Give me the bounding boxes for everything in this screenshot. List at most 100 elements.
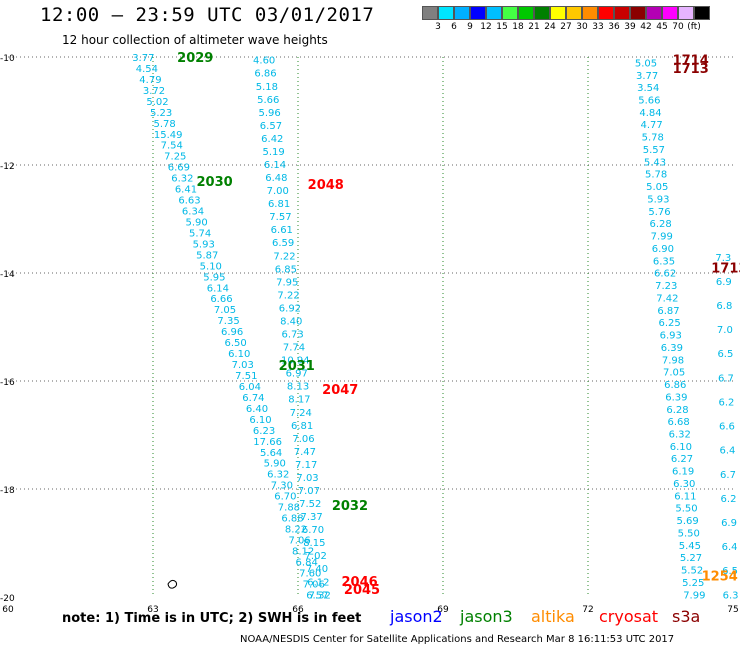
wave-height-value: 5.74 [189,228,211,239]
wave-height-value: 6.39 [661,343,683,354]
x-tick-label: 63 [147,605,158,615]
wave-height-value: 7.03 [296,473,318,484]
wave-height-value: 7.06 [303,579,325,590]
wave-height-value: 6.40 [246,404,268,415]
color-swatch [454,6,470,20]
color-bar-label: (ft) [687,22,701,32]
color-swatch [598,6,614,20]
wave-height-value: 6.2 [718,397,734,408]
color-swatch [630,6,646,20]
wave-height-value: 6.14 [207,283,229,294]
island-outline [167,579,178,589]
wave-height-value: 6.62 [654,269,676,280]
wave-height-value: 6.23 [253,426,275,437]
color-bar-label: 18 [512,22,524,32]
wave-height-value: 5.90 [185,217,207,228]
wave-height-value: 7.37 [300,512,322,523]
wave-height-value: 5.66 [257,95,279,106]
wave-height-value: 5.76 [648,207,670,218]
wave-height-value: 5.10 [200,261,222,272]
wave-height-value: 6.4 [720,446,736,457]
y-tick-label: -10 [0,54,15,64]
wave-height-value: 4.77 [640,120,662,131]
wave-height-value: 4.54 [136,64,158,75]
color-swatch [502,6,518,20]
wave-height-value: 8.40 [280,316,302,327]
wave-height-value: 7.95 [276,277,298,288]
wave-height-value: 6.3 [723,590,739,601]
pass-time-label: 2032 [332,499,368,514]
wave-height-value: 6.86 [664,380,686,391]
wave-height-value: 7.07 [298,486,320,497]
wave-height-value: 6.9 [721,518,737,529]
color-swatch [438,6,454,20]
pass-time-label: 2045 [344,583,380,598]
wave-height-value: 3.77 [132,53,154,64]
color-bar-label: 9 [467,22,473,32]
wave-height-value: 7.00 [267,186,289,197]
wave-height-value: 7.30 [271,481,293,492]
wave-height-value: 6.4 [722,542,738,553]
y-tick-label: -16 [0,378,15,388]
wave-height-value: 6.86 [254,69,276,80]
wave-height-value: 7.05 [214,305,236,316]
wave-height-value: 5.18 [256,82,278,93]
color-bar-label: 6 [451,22,457,32]
wave-height-value: 7.88 [278,503,300,514]
wave-height-value: 7.60 [299,568,321,579]
color-swatch [662,6,678,20]
wave-height-value: 4.79 [139,75,161,86]
wave-height-value: 6.69 [168,163,190,174]
wave-height-value: 15.49 [154,130,183,141]
wave-height-value: 5.25 [682,578,704,589]
wave-height-value: 6.32 [669,429,691,440]
pass-time-label: 2048 [308,178,344,193]
wave-height-value: 7.3 [715,253,731,264]
wave-height-value: 7.57 [269,212,291,223]
wave-height-value: 6.48 [265,173,287,184]
wave-height-value: 8.22 [285,525,307,536]
wave-height-value: 5.02 [146,97,168,108]
wave-height-value: 6.92 [279,303,301,314]
wave-height-value: 6.28 [666,405,688,416]
wave-height-value: 6.34 [182,207,204,218]
wave-height-value: 6.12 [307,577,329,588]
wave-height-value: 8.13 [287,382,309,393]
wave-height-value: 7.51 [235,371,257,382]
wave-height-value: 5.64 [260,448,282,459]
wave-height-value: 6.7 [718,373,734,384]
wave-height-value: 7.47 [294,447,316,458]
wave-height-value: 6.41 [175,185,197,196]
pass-time-label: 2031 [279,359,315,374]
color-swatch [582,6,598,20]
wave-height-value: 6.30 [673,479,695,490]
wave-height-value: 7.54 [161,141,183,152]
pass-time-label: 1254 [702,569,738,584]
wave-height-value: 5.23 [150,108,172,119]
note-text: note: 1) Time is in UTC; 2) SWH is in fe… [62,611,362,626]
color-swatch [694,6,710,20]
wave-height-value: 5.05 [646,182,668,193]
color-bar-label: 15 [496,22,508,32]
wave-height-value: 5.52 [681,566,703,577]
wave-height-value: 8.15 [303,538,325,549]
satellite-s3a: s3a [672,607,701,626]
wave-height-value: 7.32 [309,590,331,601]
color-swatch [614,6,630,20]
wave-height-value: 7.05 [663,368,685,379]
wave-height-value: 5.50 [675,504,697,515]
color-swatch [470,6,486,20]
pass-time-label: 2046 [342,575,378,590]
wave-height-value: 5.27 [680,553,702,564]
y-tick-label: -14 [0,270,15,280]
wave-height-value: 7.17 [295,460,317,471]
wave-height-value: 6.19 [672,467,694,478]
color-bar-labels: 3 6 9 12 15 18 21 24 27 30 33 36 39 42 45 70 (ft) [422,22,740,34]
wave-height-value: 6.81 [268,199,290,210]
color-swatch [550,6,566,20]
wave-height-value: 5.66 [638,96,660,107]
color-bar-label: 70 [672,22,684,32]
wave-height-value: 7.74 [283,343,305,354]
wave-height-value: 7.25 [164,152,186,163]
wave-height-value: 6.27 [671,454,693,465]
